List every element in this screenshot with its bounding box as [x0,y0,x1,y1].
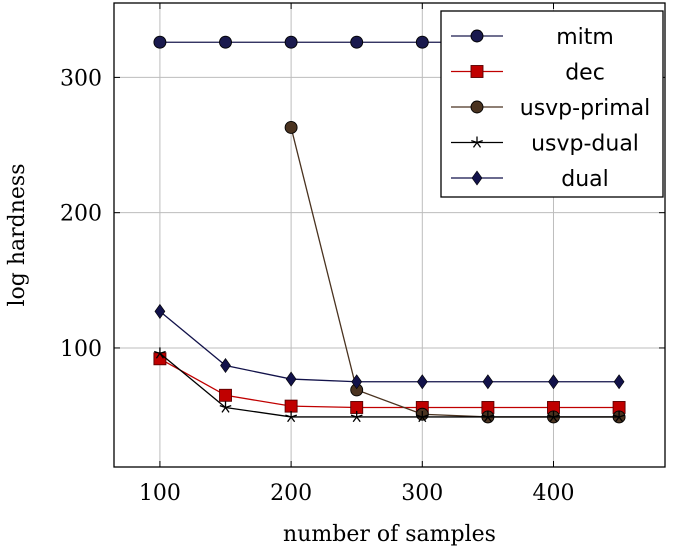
legend-marker [471,170,483,186]
legend-label: dual [561,167,609,192]
data-point [482,374,494,390]
series-line [159,358,620,409]
data-point [220,358,231,374]
data-point [350,410,363,423]
series-dual [154,303,625,390]
legend-label: mitm [556,25,614,50]
x-tick-label: 200 [270,481,312,506]
data-point [219,388,232,402]
data-point [351,374,363,390]
legend-entry: mitm [451,25,614,50]
data-point [548,374,559,390]
y-tick-label: 300 [60,66,102,91]
data-point [154,303,166,319]
data-point [219,35,232,49]
legend-label: usvp-dual [531,132,639,157]
data-point [284,35,298,49]
data-point [416,374,428,390]
data-point [613,410,625,423]
series-dec [153,352,626,414]
data-point [481,410,494,423]
legend-entry: dual [451,167,609,192]
data-point [154,347,166,359]
plot-frame [113,2,666,468]
y-tick-label: 100 [60,337,102,362]
legend-marker [471,136,483,148]
data-point [284,121,298,134]
x-axis-label: number of samples [283,522,496,547]
legend-label: dec [565,61,605,86]
legend-marker [470,29,484,43]
legend-entry: usvp-dual [451,132,639,157]
data-point [350,35,364,49]
legend-marker [470,65,484,78]
x-tick-label: 300 [401,481,443,506]
ticks: 100 200 300 400 100 200 300 [60,3,665,506]
x-tick-label: 100 [139,481,181,506]
data-point [285,410,298,423]
series-line [159,310,620,383]
series-line [159,352,620,418]
legend: mitm dec usvp-primal usvp-dual dual [440,10,664,198]
data-point [219,401,232,413]
data-point [415,35,429,49]
y-tick-label: 200 [60,202,102,227]
legend-entry: dec [451,61,605,86]
data-point [547,410,560,423]
x-tick-label: 400 [532,481,574,506]
y-axis-label: log hardness [5,163,30,306]
legend-label: usvp-primal [520,96,650,121]
data-point [153,35,167,49]
data-point [416,410,429,423]
data-point [613,374,625,390]
data-point [153,352,167,366]
data-point [284,399,298,413]
legend-entry: usvp-primal [451,96,650,121]
data-point [285,371,297,387]
legend-marker [470,100,484,114]
series-usvp-dual [154,347,625,423]
